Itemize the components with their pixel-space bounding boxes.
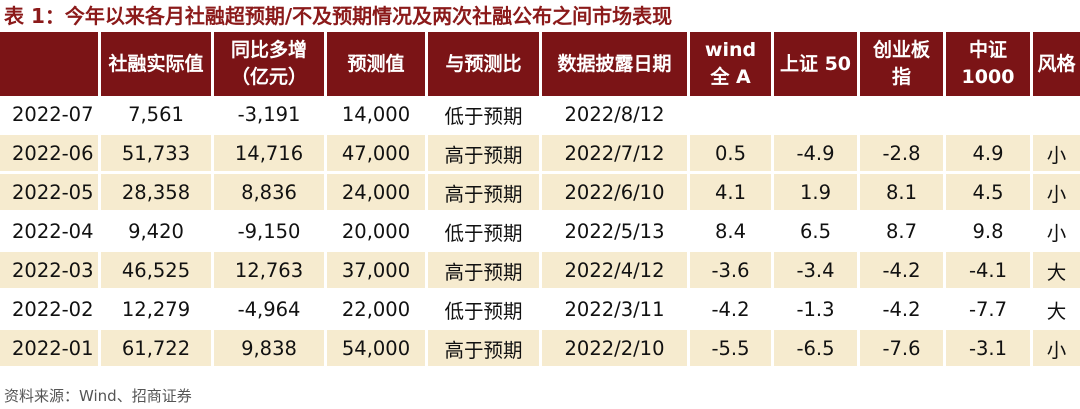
- table-cell: 2022/8/12: [539, 96, 687, 135]
- table-cell: 1.9: [771, 174, 857, 213]
- table-cell: 9.8: [943, 213, 1030, 252]
- table-cell: 2022-07: [0, 96, 98, 135]
- column-header: 创业板指: [857, 32, 943, 96]
- table-cell: -4.2: [857, 291, 943, 330]
- table-row: 2022-04 9,420 -9,150 20,000 低于预期 2022/5/13 8.4…: [0, 213, 1080, 252]
- table-cell: -4.2: [857, 252, 943, 291]
- column-header: [0, 32, 98, 96]
- table-row: 2022-05 28,358 8,836 24,000 高于预期 2022/6/10 4.1…: [0, 174, 1080, 213]
- table-cell: 6.5: [771, 213, 857, 252]
- table-cell: 高于预期: [425, 252, 539, 291]
- table-cell: 20,000: [324, 213, 425, 252]
- table-cell: 2022/7/12: [539, 135, 687, 174]
- column-header: 同比多增 （亿元）: [211, 32, 324, 96]
- table-cell: 2022-06: [0, 135, 98, 174]
- table-cell: 0.5: [687, 135, 771, 174]
- table-cell: -6.5: [771, 330, 857, 369]
- table-row: 2022-06 51,733 14,716 47,000 高于预期 2022/7/12 0.…: [0, 135, 1080, 174]
- table-cell: 7,561: [98, 96, 211, 135]
- table-cell: 12,279: [98, 291, 211, 330]
- table-cell: 61,722: [98, 330, 211, 369]
- table-cell: 小: [1030, 174, 1080, 213]
- source-note: 资料来源：Wind、招商证券: [4, 387, 192, 405]
- table-cell: 9,420: [98, 213, 211, 252]
- table-cell: 8.7: [857, 213, 943, 252]
- table-row: 2022-07 7,561 -3,191 14,000 低于预期 2022/8/12: [0, 96, 1080, 135]
- table-cell: 2022-03: [0, 252, 98, 291]
- table-cell: -3.4: [771, 252, 857, 291]
- table-cell: 8.4: [687, 213, 771, 252]
- table-cell: 2022-02: [0, 291, 98, 330]
- table-cell: 高于预期: [425, 135, 539, 174]
- table-cell: -3.1: [943, 330, 1030, 369]
- table-cell: 54,000: [324, 330, 425, 369]
- table-cell: -4,964: [211, 291, 324, 330]
- table-cell: 2022/3/11: [539, 291, 687, 330]
- table-cell: 4.9: [943, 135, 1030, 174]
- table-cell: 低于预期: [425, 213, 539, 252]
- table-cell: 12,763: [211, 252, 324, 291]
- table-cell: 小: [1030, 213, 1080, 252]
- table-cell: 2022/5/13: [539, 213, 687, 252]
- table-cell: -7.6: [857, 330, 943, 369]
- table-cell: [943, 96, 1030, 135]
- table-cell: [1030, 96, 1080, 135]
- table-cell: -4.2: [687, 291, 771, 330]
- table-cell: 小: [1030, 135, 1080, 174]
- table-cell: 46,525: [98, 252, 211, 291]
- table-header-row: 社融实际值 同比多增 （亿元） 预测值 与预测比 数据披露日期 wind 全 A 上证 50 创业…: [0, 32, 1080, 96]
- table-cell: 8.1: [857, 174, 943, 213]
- table-cell: -1.3: [771, 291, 857, 330]
- table-cell: [857, 96, 943, 135]
- column-header: 预测值: [324, 32, 425, 96]
- table-cell: -7.7: [943, 291, 1030, 330]
- table-row: 2022-01 61,722 9,838 54,000 高于预期 2022/2/10 -5.…: [0, 330, 1080, 369]
- column-header: 中证 1000: [943, 32, 1030, 96]
- table-cell: 14,000: [324, 96, 425, 135]
- table-cell: -9,150: [211, 213, 324, 252]
- table-cell: -4.1: [943, 252, 1030, 291]
- table-cell: 低于预期: [425, 291, 539, 330]
- table-cell: -3,191: [211, 96, 324, 135]
- column-header: 社融实际值: [98, 32, 211, 96]
- table-cell: -3.6: [687, 252, 771, 291]
- table-cell: -5.5: [687, 330, 771, 369]
- table-cell: [687, 96, 771, 135]
- table-cell: 大: [1030, 291, 1080, 330]
- table-cell: 9,838: [211, 330, 324, 369]
- table-cell: 高于预期: [425, 330, 539, 369]
- table-cell: 28,358: [98, 174, 211, 213]
- table-cell: 高于预期: [425, 174, 539, 213]
- table-cell: 4.1: [687, 174, 771, 213]
- table-cell: 24,000: [324, 174, 425, 213]
- table-title: 表 1：今年以来各月社融超预期/不及预期情况及两次社融公布之间市场表现: [4, 4, 673, 28]
- table-cell: [771, 96, 857, 135]
- table-cell: 4.5: [943, 174, 1030, 213]
- table-cell: 2022/6/10: [539, 174, 687, 213]
- table-cell: 大: [1030, 252, 1080, 291]
- table-cell: 低于预期: [425, 96, 539, 135]
- table-row: 2022-02 12,279 -4,964 22,000 低于预期 2022/3/11 -4…: [0, 291, 1080, 330]
- table-cell: 小: [1030, 330, 1080, 369]
- table-cell: 47,000: [324, 135, 425, 174]
- social-financing-table: 社融实际值 同比多增 （亿元） 预测值 与预测比 数据披露日期 wind 全 A 上证 50 创业…: [0, 32, 1080, 369]
- table-row: 2022-03 46,525 12,763 37,000 高于预期 2022/4/12 -3…: [0, 252, 1080, 291]
- column-header: 上证 50: [771, 32, 857, 96]
- column-header: 数据披露日期: [539, 32, 687, 96]
- table-cell: 2022-01: [0, 330, 98, 369]
- column-header: 与预测比: [425, 32, 539, 96]
- table-cell: 2022-04: [0, 213, 98, 252]
- column-header: 风格: [1030, 32, 1080, 96]
- table-cell: 22,000: [324, 291, 425, 330]
- table-cell: -2.8: [857, 135, 943, 174]
- table-cell: 2022-05: [0, 174, 98, 213]
- column-header: wind 全 A: [687, 32, 771, 96]
- table-cell: 51,733: [98, 135, 211, 174]
- table-cell: 2022/4/12: [539, 252, 687, 291]
- table-cell: 14,716: [211, 135, 324, 174]
- table-cell: -4.9: [771, 135, 857, 174]
- table-cell: 2022/2/10: [539, 330, 687, 369]
- table-cell: 8,836: [211, 174, 324, 213]
- table-cell: 37,000: [324, 252, 425, 291]
